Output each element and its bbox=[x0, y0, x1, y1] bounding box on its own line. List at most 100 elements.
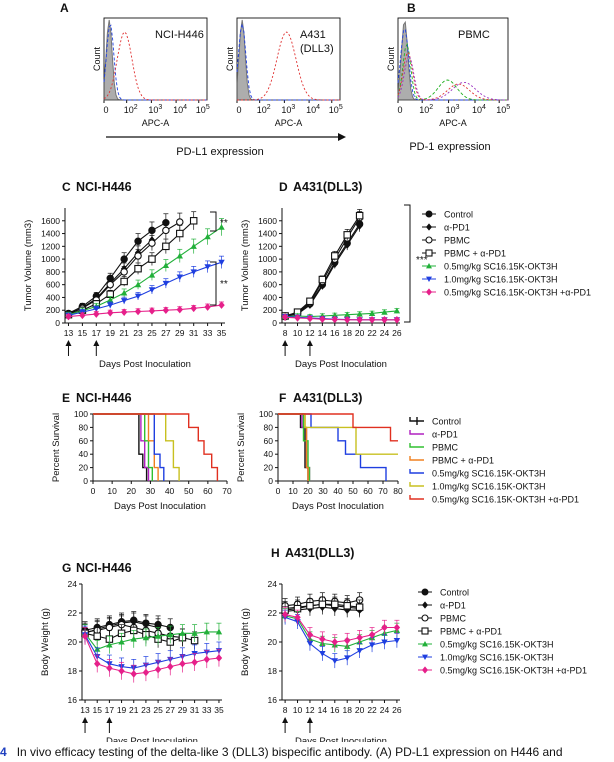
tumor-h446-xtick-label: 35 bbox=[217, 328, 227, 338]
tumor-h446-point bbox=[148, 307, 156, 315]
tumor-a431-point bbox=[344, 311, 351, 318]
tumor-a431-ytick-label: 200 bbox=[263, 305, 277, 315]
survival-a431-xlabel: Days Post Inoculation bbox=[292, 501, 384, 512]
survival-legend-line bbox=[409, 469, 424, 474]
weight-a431-dosing-arrowhead bbox=[282, 717, 289, 723]
weight-a431-xtick-label: 14 bbox=[318, 705, 328, 715]
tumor-h446-point bbox=[148, 255, 156, 263]
tumor-h446-series-line bbox=[68, 261, 222, 316]
weight-a431-ytick-label: 16 bbox=[268, 695, 278, 705]
tumor-h446-ytick-label: 800 bbox=[46, 267, 60, 277]
weight-a431-point bbox=[319, 651, 326, 657]
tumor-h446-point bbox=[148, 239, 156, 247]
tumor-h446-ytick-label: 1400 bbox=[41, 229, 60, 239]
weight-a431-point bbox=[344, 636, 351, 645]
tumor-h446-point bbox=[162, 226, 170, 235]
survival-h446-ytick-label: 80 bbox=[79, 422, 89, 432]
tumor-a431-ytick-label: 1400 bbox=[258, 229, 277, 239]
tumor-legend-label: PBMC bbox=[444, 236, 471, 246]
tumor-h446-point bbox=[93, 306, 100, 313]
weight-h446-xlabel: Days Post Inoculation bbox=[106, 736, 198, 742]
tumor-a431-point bbox=[368, 316, 376, 324]
hist-pbmc-xtick-label: 0 bbox=[397, 105, 402, 115]
tumor-h446-point bbox=[120, 289, 128, 296]
weight-a431-point bbox=[393, 623, 401, 632]
tumor-a431-xtick-label: 12 bbox=[305, 328, 315, 338]
tumor-legend-marker bbox=[426, 288, 432, 296]
pdl1-arrow-head bbox=[338, 133, 346, 141]
weight-a431-xtick-label: 8 bbox=[283, 705, 288, 715]
survival-a431-ytick-label: 20 bbox=[264, 463, 274, 473]
tumor-h446-point bbox=[148, 271, 156, 278]
panel-letter-g: G bbox=[62, 561, 71, 575]
tumor-h446-point bbox=[106, 280, 114, 289]
tumor-h446-point bbox=[120, 268, 128, 276]
weight-a431-point bbox=[331, 600, 339, 609]
weight-h446-point bbox=[179, 630, 186, 636]
tumor-h446-xtick-label: 19 bbox=[105, 328, 115, 338]
hist-a431-xtick-label: 105 bbox=[329, 104, 343, 115]
weight-h446-point bbox=[118, 667, 125, 675]
weight-a431-ytick-label: 22 bbox=[268, 608, 278, 618]
weight-h446-point bbox=[191, 630, 198, 636]
tumor-legend-marker bbox=[426, 276, 432, 282]
panel-letter-f: F bbox=[279, 391, 286, 405]
tumor-h446-point bbox=[218, 259, 225, 266]
weight-legend-label: α-PD1 bbox=[440, 601, 466, 611]
tumor-a431-dosing-arrowhead bbox=[282, 340, 289, 346]
tumor-h446-point bbox=[120, 277, 128, 286]
tumor-h446-ytick-label: 0 bbox=[55, 318, 60, 328]
tumor-a431-series-line bbox=[284, 215, 361, 317]
tumor-h446-point bbox=[107, 302, 114, 309]
survival-a431-ytick-label: 80 bbox=[264, 422, 274, 432]
survival-h446-xtick-label: 70 bbox=[222, 486, 232, 496]
weight-h446-xtick-label: 33 bbox=[202, 705, 212, 715]
tumor-h446-xtick-label: 13 bbox=[64, 328, 74, 338]
weight-a431-ytick-label: 24 bbox=[268, 579, 278, 589]
tumor-h446-point bbox=[120, 298, 128, 304]
hist-h446-isotype-fill bbox=[103, 19, 207, 101]
weight-a431-xtick-label: 22 bbox=[367, 705, 377, 715]
survival-h446-series-line bbox=[93, 413, 148, 481]
tumor-h446-ytick-label: 1200 bbox=[41, 241, 60, 251]
weight-a431-point bbox=[306, 601, 314, 610]
hist-pbmc-title: PBMC bbox=[458, 29, 490, 41]
tumor-h446-point bbox=[204, 233, 211, 240]
weight-h446-point bbox=[130, 635, 137, 642]
tumor-h446-xtick-label: 29 bbox=[175, 328, 185, 338]
caption-text: In vivo efficacy testing of the delta-li… bbox=[16, 745, 563, 759]
survival-legend-label: 1.0mg/kg SC16.15K-OKT3H bbox=[432, 482, 546, 492]
weight-a431-xtick-label: 20 bbox=[355, 705, 365, 715]
hist-a431-subtitle: (DLL3) bbox=[300, 43, 334, 55]
weight-h446-point bbox=[142, 634, 150, 641]
tumor-h446-ytick-label: 1000 bbox=[41, 254, 60, 264]
tumor-h446-point bbox=[204, 264, 211, 270]
tumor-h446-point bbox=[176, 229, 184, 238]
hist-pbmc-xtick-label: 102 bbox=[419, 104, 433, 115]
weight-h446-point bbox=[81, 632, 89, 640]
survival-h446-ytick-label: 20 bbox=[79, 463, 89, 473]
weight-h446-ytick-label: 18 bbox=[68, 666, 78, 676]
tumor-h446-dosing-arrowhead bbox=[93, 340, 100, 346]
weight-h446-xtick-label: 27 bbox=[166, 705, 176, 715]
survival-h446-xtick-label: 50 bbox=[184, 486, 194, 496]
tumor-a431-point bbox=[344, 241, 351, 249]
tumor-h446-series-line bbox=[68, 220, 195, 316]
weight-legend-label: Control bbox=[440, 588, 469, 598]
hist-h446-xtick-label: 103 bbox=[148, 104, 162, 115]
tumor-h446-xtick-label: 27 bbox=[161, 328, 171, 338]
tumor-h446-point bbox=[218, 223, 225, 230]
weight-legend-marker bbox=[422, 654, 428, 660]
tumor-h446-point bbox=[176, 305, 183, 314]
weight-h446-dosing-arrowhead bbox=[82, 717, 89, 723]
weight-h446-ytick-label: 16 bbox=[68, 695, 78, 705]
weight-a431-point bbox=[368, 630, 376, 639]
tumor-a431-point bbox=[294, 314, 301, 322]
tumor-h446-point bbox=[218, 301, 225, 309]
survival-a431-ytick-label: 40 bbox=[264, 449, 274, 459]
weight-a431-point bbox=[331, 658, 338, 665]
survival-a431-xtick-label: 20 bbox=[303, 486, 313, 496]
survival-a431-xtick-label: 30 bbox=[318, 486, 328, 496]
tumor-h446-xtick-label: 15 bbox=[78, 328, 88, 338]
weight-h446-point bbox=[106, 664, 113, 672]
